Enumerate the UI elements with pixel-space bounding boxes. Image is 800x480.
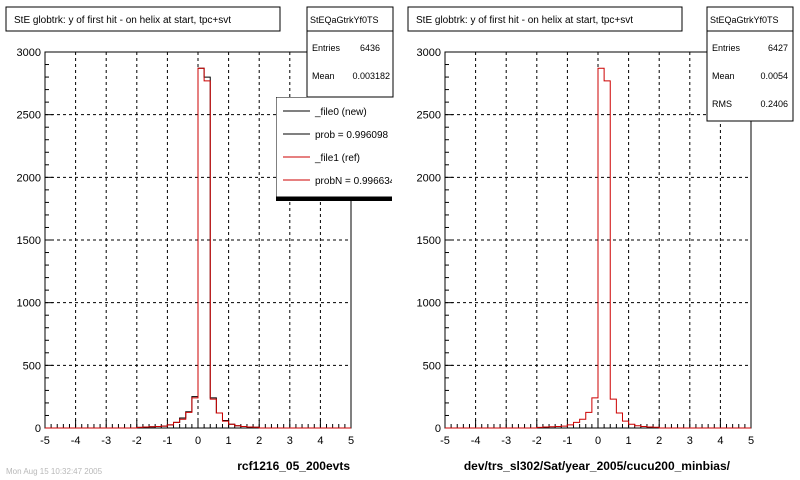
- right-histogram: [445, 67, 751, 429]
- right-y-tick-label: 3000: [417, 47, 441, 59]
- left-title-box: [5, 6, 281, 32]
- right-stats-mean-value: 0.0054: [760, 71, 788, 81]
- right-stats-name: StEQaGtrkYf0TS: [710, 15, 779, 25]
- left-y-tick-label: 2000: [17, 172, 41, 184]
- right-title: StE globtrk: y of first hit - on helix a…: [416, 15, 633, 26]
- legend-label-probn: probN = 0.996634: [315, 176, 396, 187]
- left-x-tick-label: 0: [195, 435, 201, 447]
- left-y-tick-label: 3000: [17, 47, 41, 59]
- left-x-tick-label: -3: [101, 435, 111, 447]
- right-stats-rms-value: 0.2406: [760, 99, 788, 109]
- left-x-tick-label: -2: [132, 435, 142, 447]
- left-x-tick-label: -1: [163, 435, 173, 447]
- right-stats-entries-value: 6427: [768, 43, 788, 53]
- right-y-axis: 0 500 1000 1500 2000 2500 3000: [417, 47, 453, 435]
- legend-label-new: _file0 (new): [314, 107, 367, 118]
- right-y-tick-label: 0: [435, 423, 441, 435]
- right-x-tick-label: 3: [687, 435, 693, 447]
- right-y-tick-label: 1000: [417, 298, 441, 310]
- right-y-tick-label: 2000: [417, 172, 441, 184]
- right-y-tick-label: 1500: [417, 235, 441, 247]
- right-x-label: dev/trs_sl302/Sat/year_2005/cucu200_minb…: [464, 459, 731, 473]
- right-x-tick-label: -3: [501, 435, 511, 447]
- right-stats-mean-label: Mean: [712, 71, 735, 81]
- left-y-tick-label: 2500: [17, 110, 41, 122]
- right-x-tick-label: 1: [626, 435, 632, 447]
- right-stats-rms-label: RMS: [712, 99, 732, 109]
- left-stats-name: StEQaGtrkYf0TS: [310, 15, 379, 25]
- right-stats-entries-label: Entries: [712, 43, 741, 53]
- right-x-tick-label: -1: [563, 435, 573, 447]
- left-y-tick-label: 1500: [17, 235, 41, 247]
- left-stats-box: [306, 6, 394, 98]
- left-x-tick-label: -4: [71, 435, 81, 447]
- left-x-tick-label: 2: [256, 435, 262, 447]
- right-title-box: [407, 6, 683, 32]
- right-panel: 0 500 1000 1500 2000 2500 3000 -5 -4 -3 -2 -1 0 1 2 3 4…: [407, 6, 794, 473]
- left-stats-mean-value: 0.003182: [352, 71, 390, 81]
- legend-label-ref: _file1 (ref): [314, 153, 360, 164]
- right-x-tick-label: -4: [471, 435, 481, 447]
- right-x-tick-label: -5: [440, 435, 450, 447]
- right-stats-box: [706, 6, 794, 122]
- right-y-tick-label: 2500: [417, 110, 441, 122]
- left-histogram: [45, 67, 351, 429]
- right-x-tick-label: 5: [748, 435, 754, 447]
- left-x-tick-label: 1: [226, 435, 232, 447]
- right-x-tick-label: 2: [656, 435, 662, 447]
- left-x-tick-label: 3: [287, 435, 293, 447]
- left-y-tick-label: 0: [35, 423, 41, 435]
- left-y-tick-label: 500: [23, 360, 41, 372]
- left-y-axis: 0 500 1000 1500 2000 2500 3000: [17, 47, 53, 435]
- left-legend-shadow: [276, 197, 392, 201]
- left-x-axis: -5 -4 -3 -2 -1 0 1 2 3 4 5: [40, 420, 354, 447]
- left-title: StE globtrk: y of first hit - on helix a…: [14, 15, 231, 26]
- left-x-label: rcf1216_05_200evts: [237, 459, 350, 473]
- left-x-tick-label: -5: [40, 435, 50, 447]
- right-x-tick-label: 0: [595, 435, 601, 447]
- footer-timestamp: Mon Aug 15 10:32:47 2005: [6, 467, 103, 476]
- right-y-tick-label: 500: [423, 360, 441, 372]
- left-x-tick-label: 4: [317, 435, 323, 447]
- right-series-ref: [445, 67, 751, 429]
- left-panel: 0 500 1000 1500 2000 2500 3000 -5 -4 -3 -2 -1 0 1 2 3 4…: [5, 6, 396, 473]
- right-x-tick-label: -2: [532, 435, 542, 447]
- left-stats-entries-label: Entries: [312, 43, 341, 53]
- left-legend: _file0 (new) prob = 0.996098 _file1 (ref…: [276, 97, 396, 201]
- left-stats-entries-value: 6436: [360, 43, 380, 53]
- left-stats-mean-label: Mean: [312, 71, 335, 81]
- right-x-tick-label: 4: [717, 435, 723, 447]
- left-series-ref: [45, 67, 351, 429]
- left-y-tick-label: 1000: [17, 298, 41, 310]
- left-x-tick-label: 5: [348, 435, 354, 447]
- legend-label-prob: prob = 0.996098: [315, 130, 389, 141]
- right-x-axis: -5 -4 -3 -2 -1 0 1 2 3 4 5: [440, 420, 754, 447]
